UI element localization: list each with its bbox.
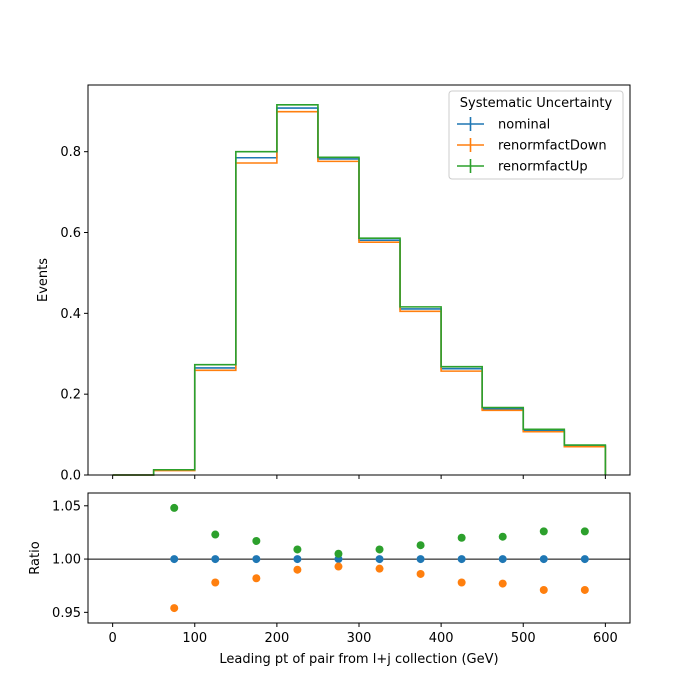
- ratio-y-tick-label: 1.00: [52, 553, 81, 568]
- ratio-series-renormfactDown: [170, 562, 589, 613]
- x-tick-label: 400: [429, 631, 454, 646]
- ratio-point: [375, 555, 384, 564]
- ratio-point: [293, 555, 302, 564]
- ratio-point: [170, 503, 179, 512]
- legend-label: nominal: [498, 118, 550, 133]
- main-y-ticks: 0.0 0.2 0.4 0.6 0.8: [60, 145, 88, 484]
- ratio-point: [375, 545, 384, 554]
- ratio-point: [375, 564, 384, 573]
- legend-title: Systematic Uncertainty: [460, 96, 613, 111]
- legend-entry-renormfactUp: renormfactUp: [457, 159, 588, 175]
- ratio-point: [457, 555, 466, 564]
- ratio-point: [252, 555, 261, 564]
- legend-box: [448, 90, 624, 180]
- legend-label: renormfactUp: [498, 160, 588, 175]
- ratio-y-tick-label: 0.95: [52, 606, 81, 621]
- ratio-point: [580, 585, 589, 594]
- ratio-point: [498, 555, 507, 564]
- ratio-point: [334, 562, 343, 571]
- x-tick-label: 0: [108, 631, 116, 646]
- x-tick-label: 200: [264, 631, 289, 646]
- main-x-ticks: [112, 475, 606, 479]
- ratio-series-nominal: [170, 555, 589, 564]
- legend-label: renormfactDown: [498, 139, 607, 154]
- ratio-point: [580, 527, 589, 536]
- legend-entries: nominal renormfactDown renormfactUp: [457, 117, 607, 175]
- ratio-point: [498, 579, 507, 588]
- ratio-point: [211, 578, 220, 587]
- ratio-point: [416, 569, 425, 578]
- ratio-point: [498, 532, 507, 541]
- ratio-point: [416, 555, 425, 564]
- ratio-point: [457, 578, 466, 587]
- ratio-y-axis-label: Ratio: [28, 541, 43, 574]
- ratio-point: [293, 545, 302, 554]
- ratio-point: [580, 555, 589, 564]
- ratio-point: [170, 555, 179, 564]
- main-panel: 0.0 0.2 0.4 0.6 0.8 Events Systematic Uncert…: [36, 84, 631, 484]
- main-y-tick-label: 0.0: [60, 469, 81, 484]
- ratio-point: [457, 533, 466, 542]
- ratio-point: [539, 527, 548, 536]
- series-line-renormfactUp: [112, 104, 607, 476]
- ratio-y-ticks: 0.95 1.00 1.05: [52, 499, 88, 621]
- x-tick-label: 500: [511, 631, 536, 646]
- main-plot-area: [112, 104, 607, 476]
- main-y-tick-label: 0.6: [60, 226, 81, 241]
- main-y-tick-label: 0.4: [60, 307, 81, 322]
- ratio-plot-area: [88, 503, 630, 613]
- ratio-point: [211, 555, 220, 564]
- ratio-y-tick-label: 1.05: [52, 499, 81, 514]
- ratio-point: [539, 585, 548, 594]
- ratio-point: [539, 555, 548, 564]
- main-y-axis-label: Events: [36, 258, 51, 302]
- ratio-point: [293, 565, 302, 574]
- ratio-point: [334, 549, 343, 558]
- ratio-point: [416, 541, 425, 550]
- ratio-point: [252, 574, 261, 583]
- x-tick-label: 100: [182, 631, 207, 646]
- ratio-x-ticks: 0 100 200 300 400 500 600: [108, 623, 618, 646]
- x-tick-label: 600: [593, 631, 618, 646]
- legend-entry-renormfactDown: renormfactDown: [457, 138, 607, 154]
- x-axis-label: Leading pt of pair from l+j collection (…: [219, 652, 498, 667]
- legend: Systematic Uncertainty nominal renormfact…: [448, 90, 624, 180]
- ratio-panel: 0.95 1.00 1.05 0 100 200 300 400 500 600 Ratio L…: [28, 492, 631, 667]
- main-y-tick-label: 0.8: [60, 145, 81, 160]
- ratio-point: [211, 530, 220, 539]
- main-y-tick-label: 0.2: [60, 388, 81, 403]
- ratio-point: [170, 604, 179, 613]
- legend-entry-nominal: nominal: [457, 117, 550, 133]
- ratio-series-renormfactUp: [170, 503, 589, 558]
- ratio-point: [252, 536, 261, 545]
- x-tick-label: 300: [347, 631, 372, 646]
